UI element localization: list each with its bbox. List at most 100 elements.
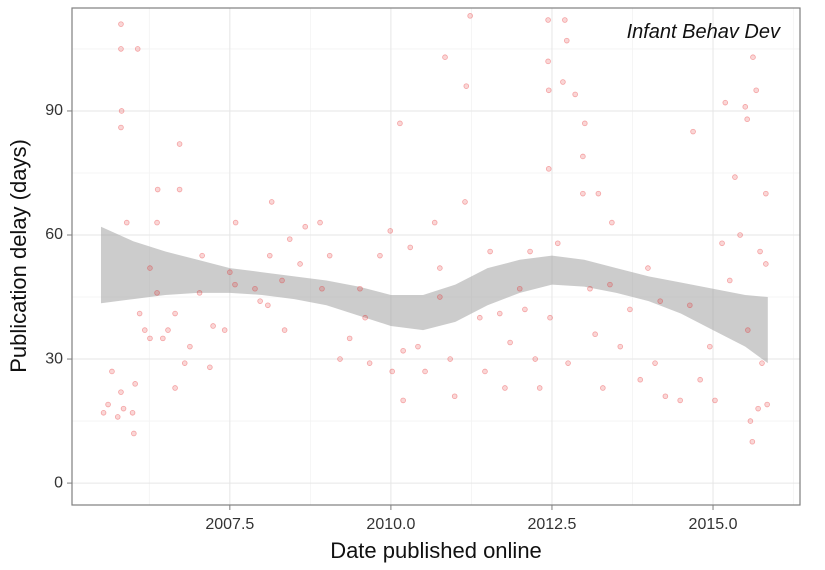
point (415, 343, 421, 350)
point (657, 298, 663, 304)
point (232, 281, 238, 288)
point (400, 347, 406, 354)
point (317, 219, 323, 226)
point (690, 128, 696, 135)
point (319, 285, 325, 292)
point (522, 306, 528, 313)
point (129, 409, 136, 416)
point (265, 302, 271, 309)
point (221, 327, 228, 333)
point (362, 314, 368, 321)
point (545, 166, 552, 172)
point (547, 314, 553, 321)
point (160, 335, 166, 342)
point (442, 54, 448, 61)
point (607, 281, 613, 288)
point (662, 393, 669, 400)
panel-border (71, 7, 801, 506)
point (687, 302, 693, 309)
point (232, 219, 239, 226)
points-layer (100, 13, 770, 445)
point (165, 327, 171, 333)
point (502, 385, 508, 391)
point (431, 219, 438, 226)
y-tick-label: 30 (45, 350, 63, 367)
x-axis-title: Date published online (330, 538, 542, 563)
point (118, 21, 124, 27)
point (210, 323, 216, 329)
point (118, 46, 124, 52)
point (154, 219, 160, 226)
point (123, 219, 130, 226)
point (131, 430, 137, 437)
point (747, 418, 754, 424)
point (447, 356, 453, 362)
point (142, 327, 148, 333)
point (487, 248, 493, 255)
point (763, 261, 769, 267)
point (600, 385, 606, 391)
point (120, 405, 127, 412)
point (207, 364, 213, 371)
point (763, 190, 769, 197)
point (400, 397, 406, 404)
point (397, 120, 403, 127)
point (707, 343, 713, 350)
point (196, 290, 203, 296)
point (199, 252, 205, 259)
point (176, 141, 183, 147)
point (744, 116, 750, 123)
point (582, 120, 588, 127)
point (617, 343, 624, 350)
point (745, 327, 751, 333)
point (407, 244, 414, 251)
point (560, 79, 566, 85)
point (154, 186, 161, 193)
point (387, 228, 394, 234)
point (496, 310, 503, 317)
point (346, 335, 353, 342)
point (187, 343, 193, 350)
point (609, 219, 615, 226)
point (712, 397, 718, 404)
point (554, 240, 561, 247)
point (592, 331, 598, 338)
point (154, 290, 160, 296)
point (118, 124, 124, 131)
point (437, 294, 443, 300)
point (722, 99, 729, 106)
plot-panel (72, 8, 800, 505)
point (422, 368, 428, 375)
point (536, 385, 543, 391)
point (595, 190, 602, 197)
annotation: Infant Behav Dev (627, 21, 781, 43)
point (580, 190, 586, 197)
point (326, 252, 333, 259)
point (114, 414, 121, 420)
point (565, 360, 571, 366)
point (719, 240, 725, 247)
point (109, 368, 115, 375)
y-tick-label: 90 (45, 102, 63, 119)
point (532, 356, 539, 362)
point (227, 269, 233, 276)
point (132, 381, 138, 387)
point (516, 285, 523, 292)
point (637, 376, 644, 383)
point (759, 360, 765, 366)
point (118, 389, 124, 395)
point (181, 360, 188, 366)
point (437, 265, 443, 271)
point (757, 248, 763, 255)
point (172, 385, 178, 391)
point (737, 232, 743, 238)
point (302, 223, 309, 230)
x-tick-label: 2010.0 (366, 516, 415, 533)
point (507, 339, 513, 346)
point (134, 46, 141, 52)
point (279, 277, 285, 284)
point (366, 360, 373, 366)
point (467, 13, 473, 19)
point (172, 310, 178, 317)
point (268, 199, 275, 205)
